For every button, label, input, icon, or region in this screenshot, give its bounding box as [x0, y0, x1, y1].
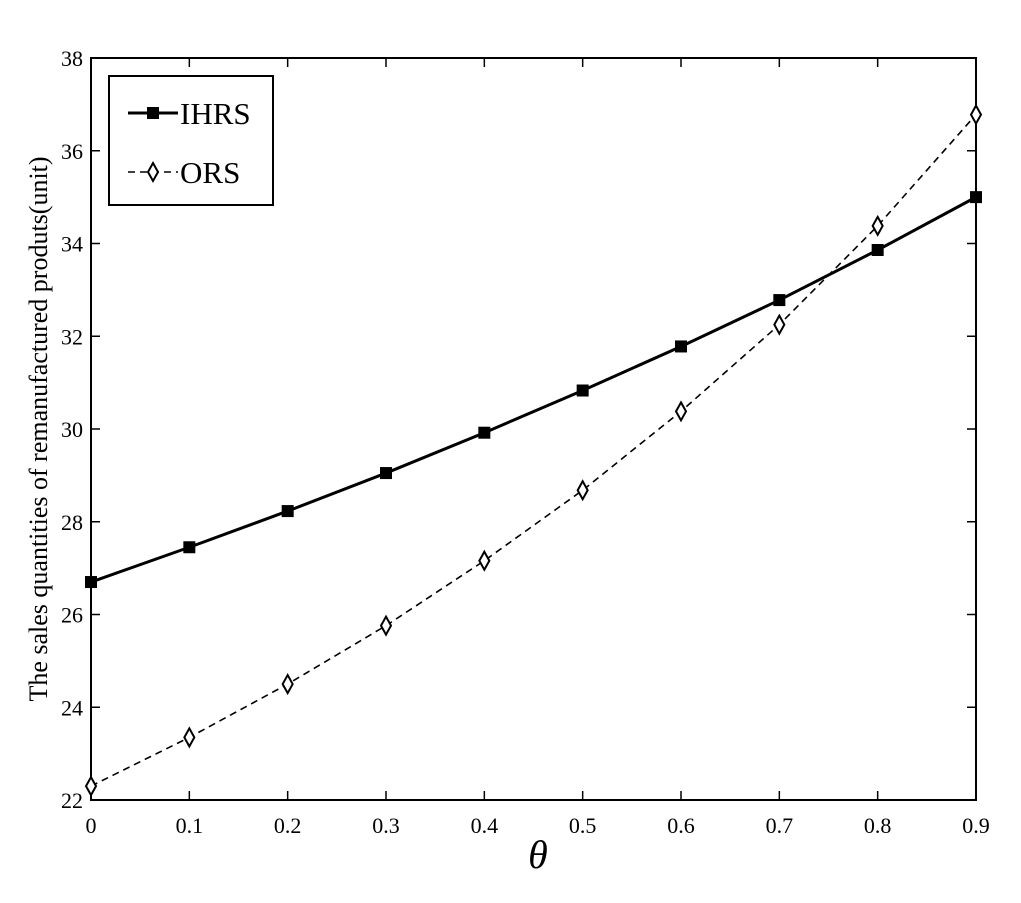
marker-ihrs: [478, 426, 491, 439]
y-tick-label: 38: [61, 46, 83, 71]
y-tick-label: 34: [61, 232, 83, 257]
marker-ors: [478, 549, 491, 572]
marker-ors: [84, 775, 98, 798]
y-tick-label: 32: [61, 324, 83, 349]
series-lines: [90, 114, 977, 787]
marker-ors: [674, 400, 688, 423]
x-tick-label: 0.8: [864, 813, 892, 838]
y-tick-label: 22: [61, 788, 83, 813]
marker-ors: [281, 673, 294, 696]
legend-marker-ihrs: [147, 107, 159, 119]
x-tick-labels: 0 0.1 0.2 0.3 0.4 0.5 0.6 0.7 0.8 0.9: [86, 813, 990, 838]
x-tick-label: 0.4: [471, 813, 499, 838]
y-tick-label: 28: [61, 510, 83, 535]
y-axis-label: The sales quantities of remanufactured p…: [24, 156, 53, 701]
x-tick-label: 0: [86, 813, 97, 838]
marker-ihrs: [380, 467, 392, 480]
marker-ihrs: [675, 340, 687, 353]
marker-ors: [576, 479, 589, 502]
legend-marker-ors: [146, 160, 160, 184]
marker-ors: [379, 614, 393, 637]
y-tick-label: 30: [61, 417, 83, 442]
x-tick-label: 0.2: [274, 813, 302, 838]
x-tick-label: 0.1: [176, 813, 204, 838]
marker-ihrs: [281, 505, 294, 518]
marker-ors: [969, 103, 983, 126]
y-tick-label: 24: [61, 695, 83, 720]
axis-ticks: [90, 57, 977, 801]
x-tick-label: 0.9: [962, 813, 990, 838]
x-tick-label: 0.7: [766, 813, 794, 838]
y-tick-labels: 22 24 26 28 30 32 34 36 38: [61, 46, 83, 813]
legend-box: [108, 75, 274, 206]
marker-ors: [773, 313, 786, 336]
series-line-ors: [90, 114, 977, 787]
legend-label-ors: ORS: [180, 155, 240, 190]
series-markers: [84, 103, 983, 798]
marker-ihrs: [85, 576, 97, 589]
x-tick-label: 0.5: [569, 813, 597, 838]
marker-ihrs: [970, 191, 982, 204]
marker-ors: [871, 214, 884, 237]
x-axis-label: θ: [528, 832, 548, 877]
legend: IHRS ORS: [108, 75, 274, 206]
marker-ihrs: [576, 384, 589, 397]
x-tick-label: 0.6: [667, 813, 695, 838]
marker-ors: [183, 726, 196, 749]
x-tick-label: 0.3: [372, 813, 400, 838]
legend-label-ihrs: IHRS: [180, 96, 251, 131]
marker-ihrs: [183, 541, 196, 554]
y-tick-label: 36: [61, 139, 83, 164]
series-line-ihrs: [90, 195, 977, 584]
marker-ihrs: [773, 294, 786, 307]
y-tick-label: 26: [61, 603, 83, 628]
marker-ihrs: [871, 243, 884, 256]
